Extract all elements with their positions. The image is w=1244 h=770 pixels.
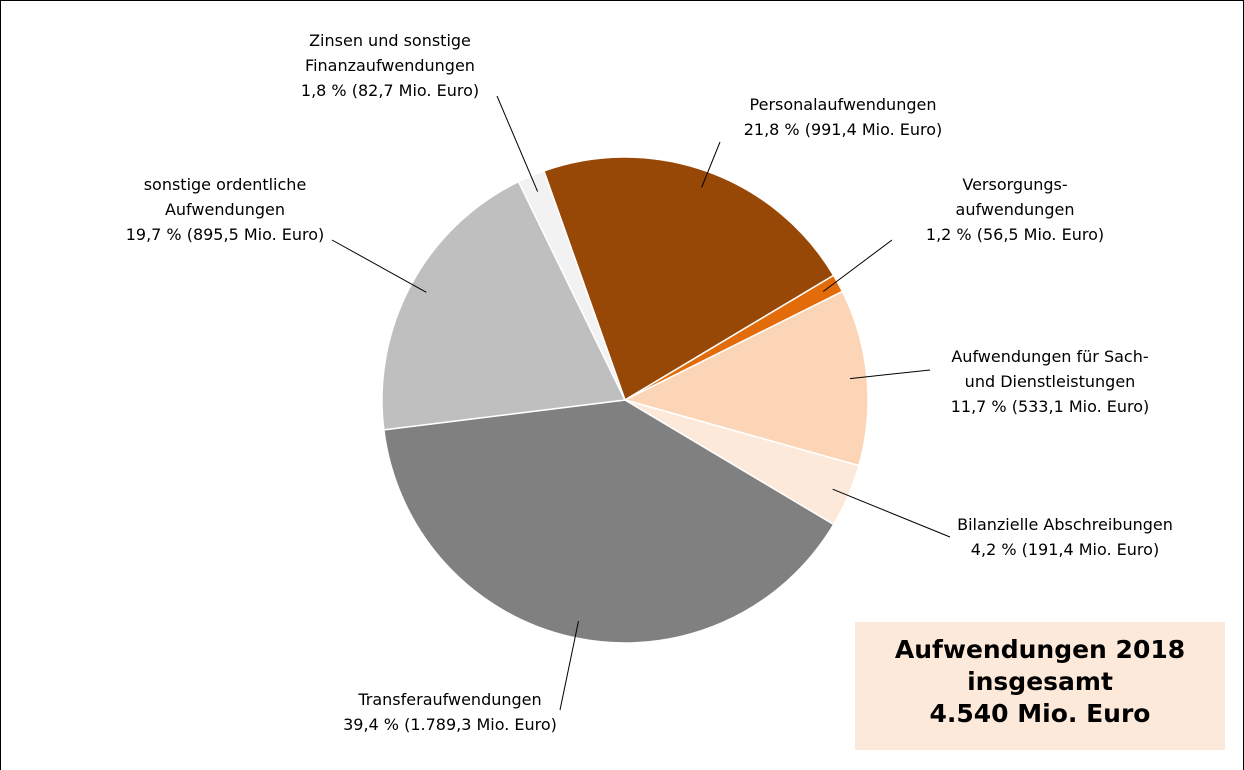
total-line: insgesamt bbox=[967, 667, 1113, 696]
leader-line bbox=[701, 141, 721, 188]
label-line: aufwendungen bbox=[956, 200, 1075, 219]
value-label: 1,8 % (82,7 Mio. Euro) bbox=[301, 81, 479, 100]
label-line: Finanzaufwendungen bbox=[305, 56, 475, 75]
label-line: Versorgungs- bbox=[962, 175, 1067, 194]
leader-line bbox=[496, 95, 539, 192]
pie-slice bbox=[542, 156, 835, 402]
value-label: 4,2 % (191,4 Mio. Euro) bbox=[971, 540, 1159, 559]
value-label: 21,8 % (991,4 Mio. Euro) bbox=[744, 120, 943, 139]
label-line: Zinsen und sonstige bbox=[309, 31, 471, 50]
value-label: 11,7 % (533,1 Mio. Euro) bbox=[951, 397, 1150, 416]
label-line: Personalaufwendungen bbox=[750, 95, 937, 114]
leader-line bbox=[559, 621, 579, 711]
value-label: 19,7 % (895,5 Mio. Euro) bbox=[126, 225, 325, 244]
leader-line bbox=[832, 488, 951, 538]
total-box bbox=[855, 622, 1225, 750]
leader-line bbox=[331, 239, 427, 293]
label-line: Aufwendungen bbox=[165, 200, 285, 219]
value-label: 1,2 % (56,5 Mio. Euro) bbox=[926, 225, 1104, 244]
slice-label: Versorgungs-aufwendungen 1,2 % (56,5 Mio.… bbox=[926, 175, 1104, 244]
value-label: 39,4 % (1.789,3 Mio. Euro) bbox=[343, 715, 557, 734]
label-line: Transferaufwendungen bbox=[357, 690, 541, 709]
slice-label: Aufwendungen für Sach-und Dienstleistung… bbox=[951, 347, 1150, 416]
label-line: und Dienstleistungen bbox=[965, 372, 1136, 391]
slice-label: Zinsen und sonstige Finanzaufwendungen 1,8… bbox=[301, 31, 479, 100]
slice-label: Personalaufwendungen 21,8 % (991,4 Mio. E… bbox=[744, 95, 943, 139]
label-line: sonstige ordentliche bbox=[144, 175, 307, 194]
leader-line bbox=[822, 239, 893, 292]
slice-label: Bilanzielle Abschreibungen 4,2 % (191,4 M… bbox=[957, 515, 1173, 559]
slice-label: sonstige ordentliche Aufwendungen 19,7 % (… bbox=[126, 175, 325, 244]
total-line: Aufwendungen 2018 bbox=[895, 635, 1185, 664]
total-line: 4.540 Mio. Euro bbox=[930, 699, 1151, 728]
leader-line bbox=[849, 369, 931, 380]
slice-label: Transferaufwendungen 39,4 % (1.789,3 Mio.… bbox=[343, 690, 557, 734]
label-line: Bilanzielle Abschreibungen bbox=[957, 515, 1173, 534]
total-text: Aufwendungen 2018 insgesamt 4.540 Mio. Eur… bbox=[895, 635, 1185, 728]
label-line: Aufwendungen für Sach- bbox=[951, 347, 1148, 366]
